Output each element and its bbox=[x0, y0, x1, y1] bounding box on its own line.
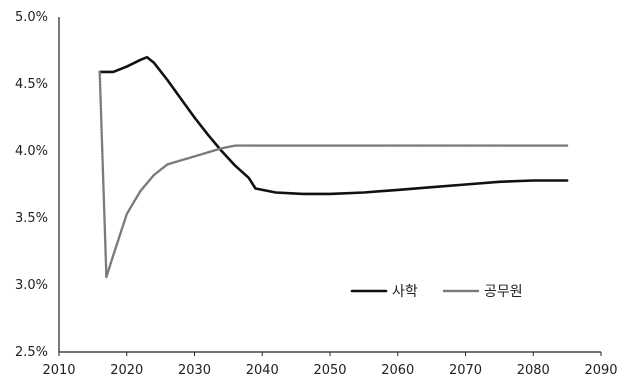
x-tick-label: 2060 bbox=[381, 363, 414, 378]
x-tick-label: 2090 bbox=[584, 363, 617, 378]
x-tick-label: 2020 bbox=[110, 363, 143, 378]
y-tick-label: 4.5% bbox=[15, 77, 48, 92]
x-tick-label: 2050 bbox=[313, 363, 346, 378]
legend-label-2: 공무원 bbox=[484, 284, 523, 300]
series-lines bbox=[98, 55, 569, 279]
y-tick-label: 4.0% bbox=[15, 144, 48, 159]
x-tick-label: 2030 bbox=[178, 363, 211, 378]
x-tick-label: 2080 bbox=[517, 363, 550, 378]
axes bbox=[58, 17, 601, 353]
y-tick-label: 3.5% bbox=[15, 211, 48, 226]
y-tick-label: 5.0% bbox=[15, 10, 48, 25]
x-tick-label: 2010 bbox=[42, 363, 75, 378]
y-tick-label: 2.5% bbox=[15, 345, 48, 360]
x-tick-label: 2070 bbox=[449, 363, 482, 378]
y-tick-label: 3.0% bbox=[15, 278, 48, 293]
tick-labels: 2.5% 3.0% 3.5% 4.0% 4.5% 5.0% 2010 2020 2030 2040… bbox=[15, 10, 618, 378]
legend-label-1: 사학 bbox=[392, 284, 418, 300]
legend: 사학 공무원 bbox=[350, 284, 523, 300]
x-tick-label: 2040 bbox=[246, 363, 279, 378]
series-line-1 bbox=[98, 55, 569, 196]
series-line-2 bbox=[98, 70, 569, 279]
